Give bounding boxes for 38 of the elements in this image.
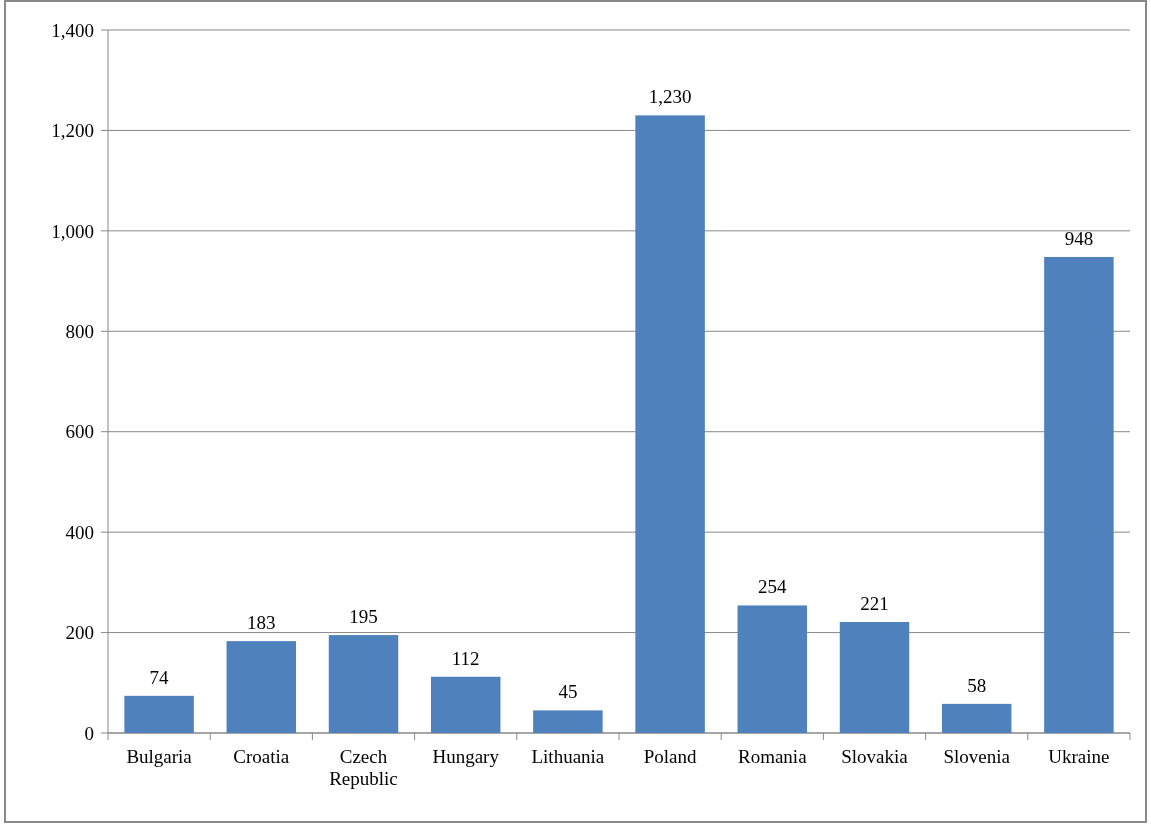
bar: [737, 605, 808, 733]
data-label: 183: [247, 612, 276, 634]
y-tick-label: 0: [84, 722, 94, 744]
data-label: 195: [349, 606, 378, 628]
x-tick-label: Lithuania: [531, 746, 605, 767]
data-label: 948: [1064, 227, 1094, 249]
data-label: 254: [758, 576, 788, 598]
y-tick-label: 400: [65, 521, 94, 543]
x-tick-label: Slovakia: [841, 746, 909, 767]
y-tick-label: 1,400: [51, 19, 94, 41]
bar: [533, 710, 603, 733]
data-label: 45: [558, 681, 578, 703]
x-tick-label: Poland: [643, 746, 697, 767]
bar: [430, 676, 501, 733]
bar: [839, 622, 910, 733]
x-tick-label: Czech Republic: [329, 746, 398, 789]
x-tick-label: Bulgaria: [126, 746, 193, 767]
bar: [124, 695, 194, 733]
x-tick-label: Romania: [738, 746, 808, 767]
data-label: 74: [149, 666, 170, 688]
x-tick-label: Croatia: [233, 746, 290, 767]
data-label: 221: [860, 593, 889, 615]
x-tick-label: Slovenia: [943, 746, 1011, 767]
bar: [226, 641, 297, 733]
data-label: 112: [451, 647, 480, 669]
data-label: 1,230: [648, 86, 692, 108]
x-tick-label: Ukraine: [1048, 746, 1110, 767]
bar: [328, 635, 399, 733]
data-label: 58: [967, 674, 987, 696]
bar: [941, 703, 1012, 733]
y-tick-label: 1,200: [51, 120, 94, 142]
y-tick-label: 800: [65, 320, 94, 342]
y-tick-label: 1,000: [51, 220, 94, 242]
y-tick-label: 200: [65, 622, 94, 644]
bar: [1044, 256, 1114, 733]
x-tick-label: Hungary: [432, 746, 500, 767]
y-tick-label: 600: [65, 421, 94, 443]
bar: [635, 115, 705, 733]
